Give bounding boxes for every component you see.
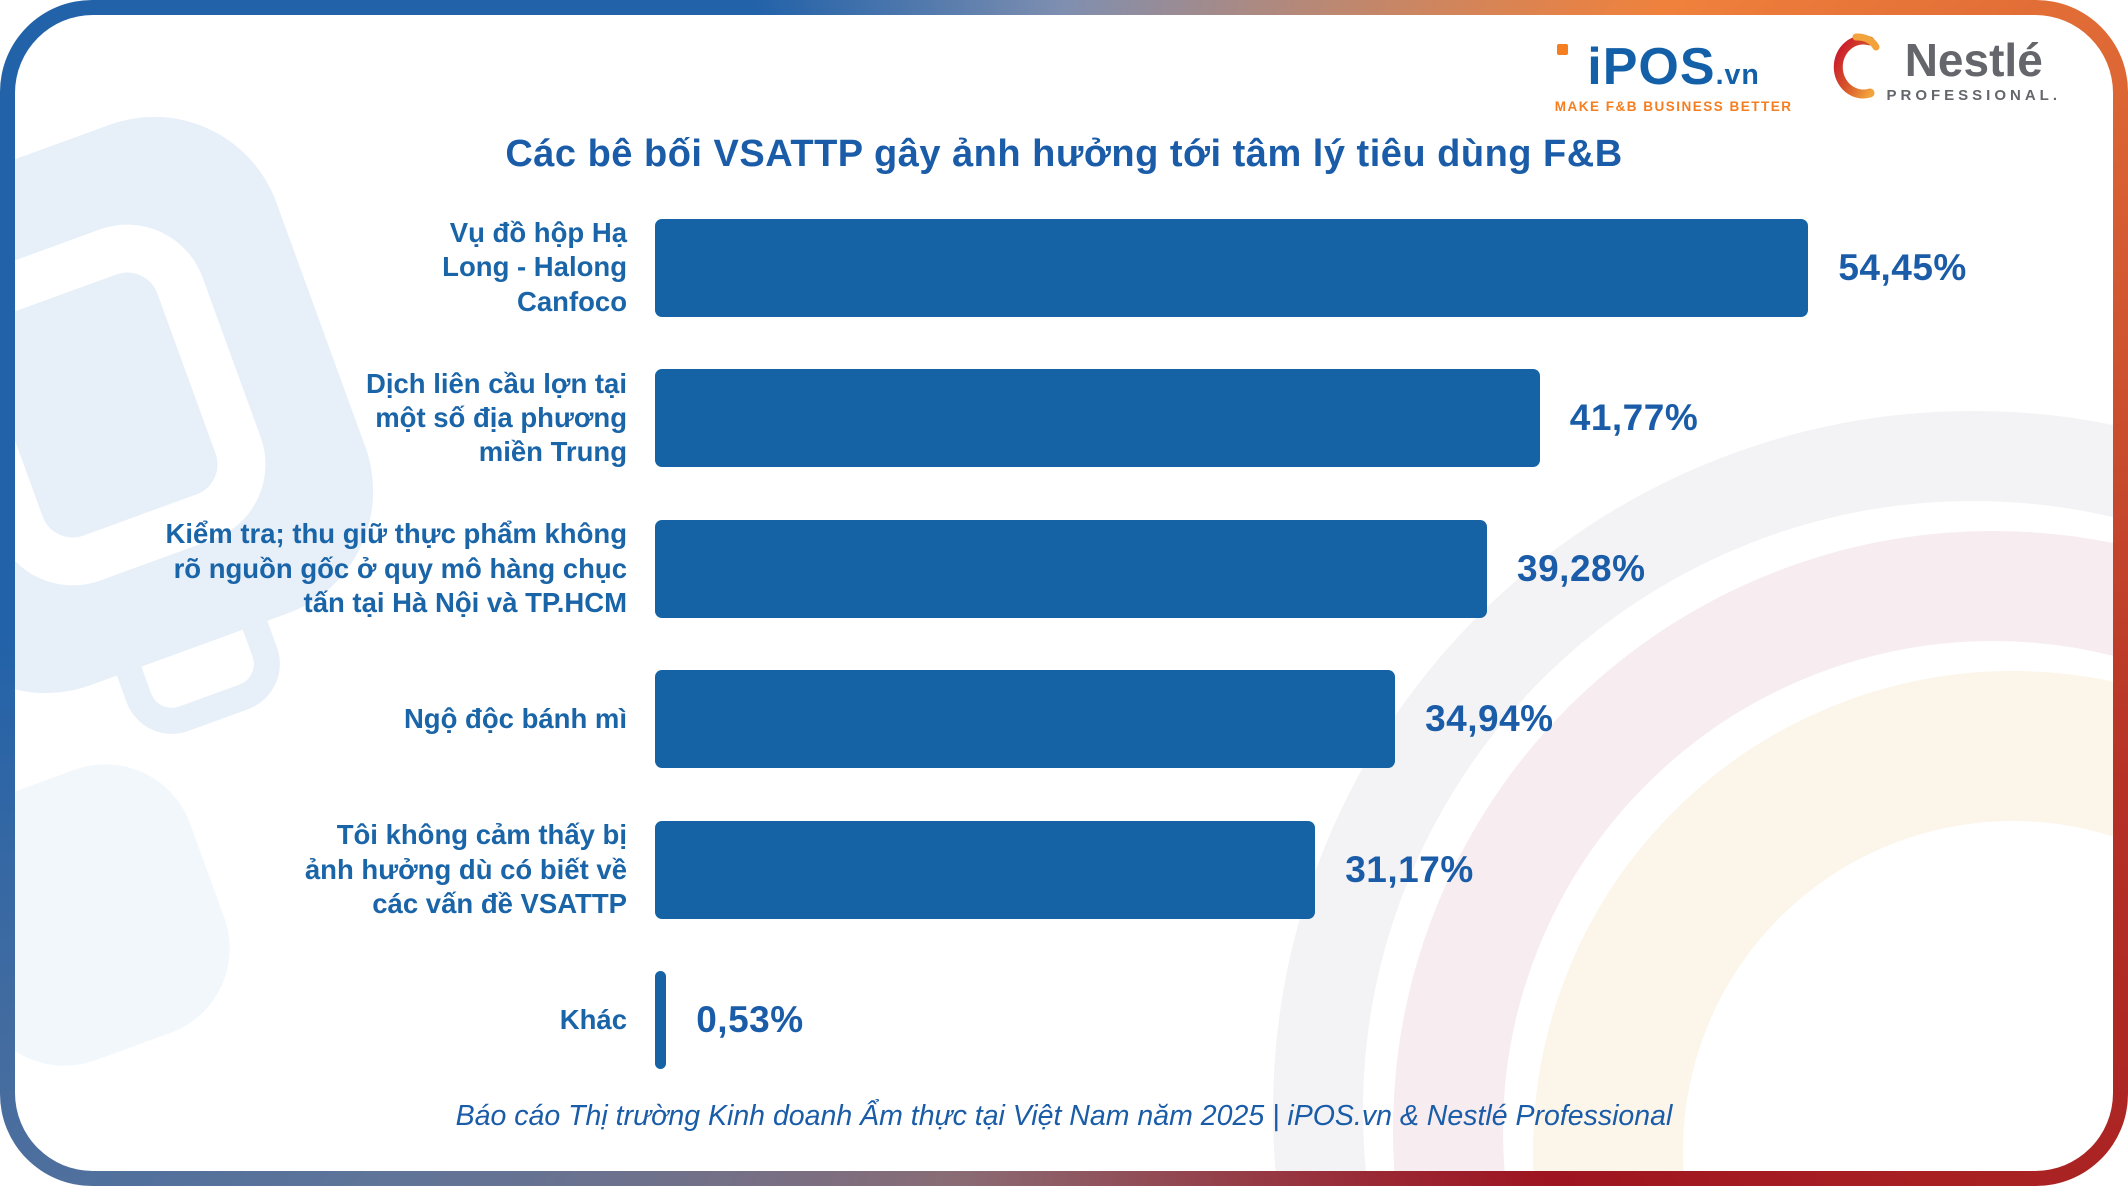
nestle-professional-text: PROFESSIONAL. [1886, 86, 2061, 104]
bar-category-label: Vụ đồ hộp Hạ Long - Halong Canfoco [442, 217, 627, 317]
bar-row: Tôi không cảm thấy bị ảnh hưởng dù có bi… [95, 795, 2053, 945]
bar-fill [655, 971, 667, 1070]
bar-fill [655, 218, 1809, 317]
bar-value-label: 0,53% [696, 999, 804, 1041]
bar-category-label: Kiểm tra; thu giữ thực phẩm không rõ ngu… [165, 518, 628, 618]
ipos-tagline: MAKE F&B BUSINESS BETTER [1554, 99, 1793, 114]
bar-row: Kiểm tra; thu giữ thực phẩm không rõ ngu… [95, 494, 2053, 644]
bar-track: 54,45% [655, 193, 2053, 343]
bar-category-label: Dịch liên cầu lợn tại một số địa phương … [366, 367, 627, 468]
bar-value-label: 41,77% [1569, 397, 1699, 439]
bar-track: 39,28% [655, 494, 2053, 644]
bar-category-label: Tôi không cảm thấy bị ảnh hưởng dù có bi… [304, 819, 627, 919]
bar-row: Khác 0,53% [95, 945, 2053, 1095]
ipos-logo-text: iPOS.vn [1587, 38, 1760, 96]
bar-track: 41,77% [655, 343, 2053, 493]
card-background: iPOS.vn MAKE F&B BUSINESS BETTER [15, 15, 2113, 1171]
bar-track: 34,94% [655, 644, 2053, 794]
bar-track: 31,17% [655, 795, 2053, 945]
bar-value-label: 54,45% [1838, 246, 1967, 288]
ipos-logo: iPOS.vn MAKE F&B BUSINESS BETTER [1555, 31, 1793, 114]
chart-title: Các bê bối VSATTP gây ảnh hưởng tới tâm … [505, 133, 1623, 175]
bar-value-label: 39,28% [1517, 547, 1646, 589]
bar-category-label: Khác [559, 1004, 627, 1036]
bar-fill [655, 519, 1488, 618]
bar-category-label: Ngộ độc bánh mì [403, 703, 627, 735]
bar-track: 0,53% [655, 945, 2053, 1095]
bar-row: Vụ đồ hộp Hạ Long - Halong Canfoco 54,45… [95, 193, 2053, 343]
source-caption: Báo cáo Thị trường Kinh doanh Ẩm thực tạ… [455, 1100, 1673, 1132]
bar-fill [655, 369, 1540, 468]
bar-value-label: 34,94% [1425, 698, 1554, 740]
logo-bar: iPOS.vn MAKE F&B BUSINESS BETTER [1555, 31, 2061, 114]
nestle-logo-text: Nestlé [1904, 33, 2043, 86]
bar-value-label: 31,17% [1345, 848, 1474, 890]
nestle-logo: Nestlé PROFESSIONAL. [1826, 31, 2061, 109]
bar-fill [655, 670, 1396, 769]
bar-row: Dịch liên cầu lợn tại một số địa phương … [95, 343, 2053, 493]
ipos-logo-dot-icon [1556, 44, 1568, 55]
bar-fill [655, 820, 1316, 919]
nestle-swoosh-icon [1834, 33, 1880, 99]
bar-chart: Vụ đồ hộp Hạ Long - Halong Canfoco 54,45… [15, 176, 2113, 1096]
bar-row: Ngộ độc bánh mì 34,94% [95, 644, 2053, 794]
